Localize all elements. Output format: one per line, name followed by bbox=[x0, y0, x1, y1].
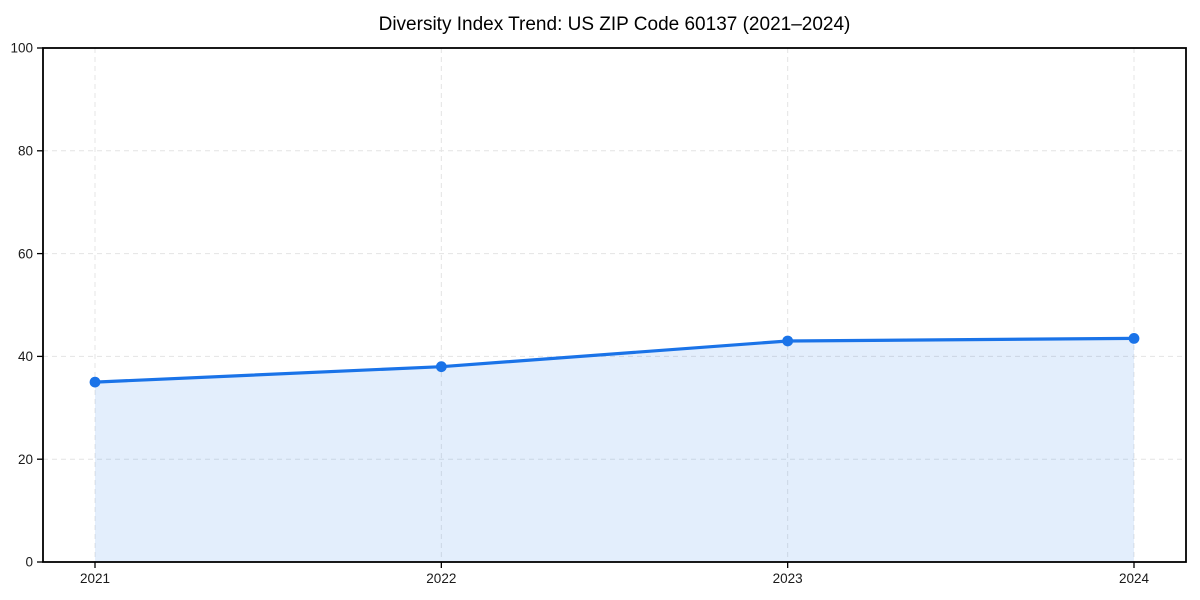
y-tick-label: 60 bbox=[18, 246, 33, 261]
axes-box bbox=[42, 47, 1187, 563]
x-tick-label: 2024 bbox=[1119, 571, 1150, 586]
x-tick-label: 2021 bbox=[80, 571, 110, 586]
y-tick-label: 0 bbox=[25, 555, 33, 570]
y-tick-label: 80 bbox=[18, 144, 33, 159]
y-tick-label: 100 bbox=[10, 41, 33, 56]
chart-title: Diversity Index Trend: US ZIP Code 60137… bbox=[379, 14, 851, 35]
y-tick-label: 20 bbox=[18, 452, 33, 467]
x-tick-label: 2022 bbox=[426, 571, 456, 586]
data-line bbox=[93, 336, 1136, 384]
data-point bbox=[89, 376, 101, 388]
data-point bbox=[1128, 333, 1140, 344]
y-tick-label: 40 bbox=[18, 349, 33, 364]
data-point bbox=[435, 361, 447, 373]
plot-background bbox=[43, 48, 1186, 562]
data-point bbox=[782, 335, 794, 347]
x-tick-label: 2023 bbox=[773, 571, 803, 586]
area-fill bbox=[95, 338, 1134, 562]
plot-area: 0 20 40 60 80 100 2021 2022 2023 2024 bbox=[10, 41, 1187, 586]
